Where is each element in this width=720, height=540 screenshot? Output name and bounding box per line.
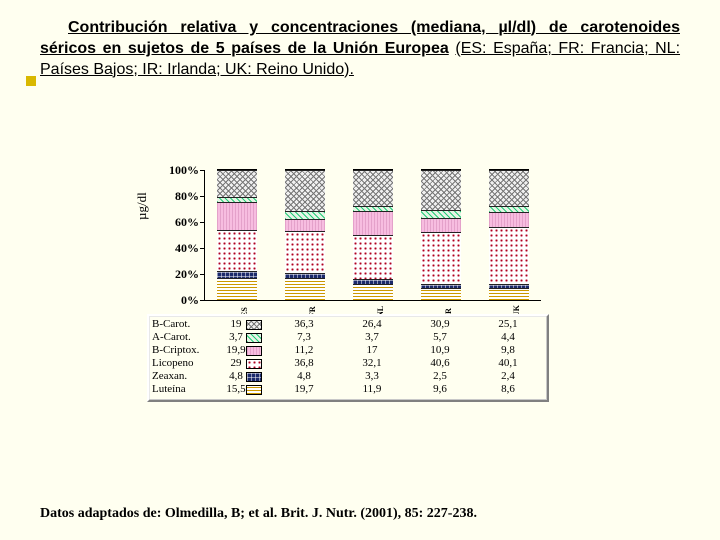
title-unit: µ	[498, 19, 507, 36]
title-block: Contribución relativa y concentraciones …	[0, 0, 720, 86]
table-col-nl: 26,43,71732,13,311,9	[342, 318, 402, 396]
table-cell: 19	[206, 318, 266, 331]
bar-nl	[353, 169, 393, 300]
seg-acarot	[489, 206, 529, 212]
ytick-40: 40%	[159, 241, 199, 256]
bar-uk	[489, 169, 529, 300]
table-cell: 15,5	[206, 383, 266, 396]
ytick-60: 60%	[159, 215, 199, 230]
table-cell: 4,8	[206, 370, 266, 383]
table-cell: 19,9	[206, 344, 266, 357]
table-cell: 4,8	[274, 370, 334, 383]
seg-zeaxan	[217, 271, 257, 278]
table-cell: 40,6	[410, 357, 470, 370]
source-citation: Datos adaptados de: Olmedilla, B; et al.…	[40, 506, 680, 522]
table-cell: 10,9	[410, 344, 470, 357]
table-cell: 25,1	[478, 318, 538, 331]
bar-fr	[285, 169, 325, 300]
seg-lutena	[353, 284, 393, 300]
table-cell: 11,2	[274, 344, 334, 357]
title-unit2: l/dl	[508, 19, 531, 36]
x-label-nl: NL	[376, 306, 385, 317]
table-col-ir: 30,95,710,940,62,59,6	[410, 318, 470, 396]
x-axis-labels: ES FR NL IR UK	[204, 303, 540, 317]
table-cell: 30,9	[410, 318, 470, 331]
table-cell: 40,1	[478, 357, 538, 370]
seg-zeaxan	[421, 284, 461, 287]
seg-bcriptox	[217, 202, 257, 230]
table-cell: 2,4	[478, 370, 538, 383]
table-cell: 9,6	[410, 383, 470, 396]
seg-bcarot	[353, 170, 393, 206]
seg-bcarot	[421, 170, 461, 210]
x-label-es: ES	[240, 307, 249, 317]
seg-acarot	[421, 210, 461, 217]
seg-lutena	[421, 288, 461, 300]
seg-licopeno	[285, 231, 325, 272]
seg-bcriptox	[285, 219, 325, 232]
table-cell: 32,1	[342, 357, 402, 370]
seg-lutena	[489, 288, 529, 300]
table-cell: 26,4	[342, 318, 402, 331]
x-label-uk: UK	[512, 305, 521, 317]
seg-acarot	[353, 206, 393, 211]
table-cell: 2,5	[410, 370, 470, 383]
title-prefix: Contribución relativa y concentraciones …	[68, 19, 498, 36]
seg-lutena	[217, 278, 257, 300]
seg-bcriptox	[353, 211, 393, 234]
table-cell: 9,8	[478, 344, 538, 357]
ytick-100: 100%	[159, 163, 199, 178]
seg-zeaxan	[285, 273, 325, 278]
table-cell: 17	[342, 344, 402, 357]
table-col-fr: 36,37,311,236,84,819,7	[274, 318, 334, 396]
table-cell: 36,3	[274, 318, 334, 331]
table-col-es: 193,719,9294,815,5	[206, 318, 266, 396]
table-col-uk: 25,14,49,840,12,48,6	[478, 318, 538, 396]
table-cell: 7,3	[274, 331, 334, 344]
plot-area: 100% 80% 60% 40% 20% 0%	[204, 170, 541, 301]
slide-bullet-icon	[26, 76, 36, 86]
bar-es	[217, 169, 257, 300]
seg-acarot	[285, 211, 325, 219]
bars-container	[205, 170, 541, 300]
ytick-0: 0%	[159, 293, 199, 308]
seg-bcarot	[217, 170, 257, 197]
seg-zeaxan	[489, 284, 529, 287]
table-cell: 4,4	[478, 331, 538, 344]
seg-licopeno	[421, 232, 461, 285]
x-label-ir: IR	[444, 308, 453, 317]
seg-bcriptox	[489, 212, 529, 226]
seg-bcarot	[285, 170, 325, 211]
table-cell: 3,7	[206, 331, 266, 344]
table-cell: 5,7	[410, 331, 470, 344]
seg-licopeno	[353, 235, 393, 279]
table-cell: 3,3	[342, 370, 402, 383]
table-cell: 19,7	[274, 383, 334, 396]
x-label-fr: FR	[308, 306, 317, 317]
table-cell: 8,6	[478, 383, 538, 396]
seg-bcriptox	[421, 218, 461, 232]
ytick-20: 20%	[159, 267, 199, 282]
seg-licopeno	[489, 227, 529, 285]
y-axis-label: µg/dl	[134, 192, 150, 220]
table-cell: 3,7	[342, 331, 402, 344]
seg-lutena	[285, 278, 325, 300]
seg-acarot	[217, 197, 257, 202]
seg-licopeno	[217, 230, 257, 271]
bar-ir	[421, 169, 461, 300]
table-cell: 11,9	[342, 383, 402, 396]
chart-area: µg/dl 100% 80% 60% 40% 20% 0% ESFRNLIRUK…	[160, 170, 580, 400]
table-cell: 29	[206, 357, 266, 370]
ytick-80: 80%	[159, 189, 199, 204]
table-cell: 36,8	[274, 357, 334, 370]
seg-zeaxan	[353, 279, 393, 284]
seg-bcarot	[489, 170, 529, 206]
